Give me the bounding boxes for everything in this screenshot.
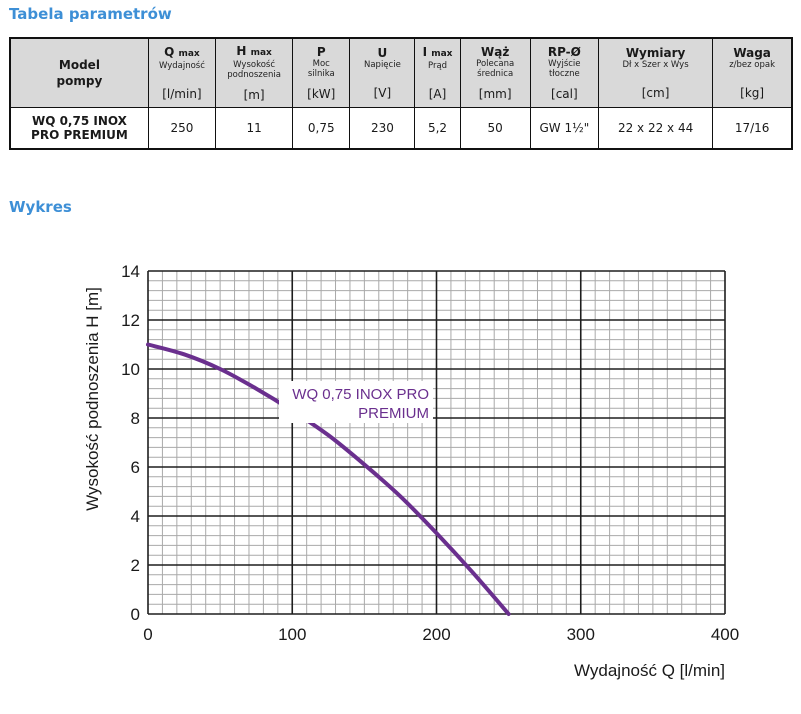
header-col-desc: podnoszenia (227, 70, 281, 80)
header-col-unit: [kg] (740, 86, 765, 100)
y-axis-label: Wysokość podnoszenia H [m] (83, 287, 102, 511)
header-col-0: Q max Wydajność [l/min] (147, 37, 217, 108)
table-cell: 11 (214, 107, 294, 150)
header-col-unit: [l/min] (162, 87, 202, 101)
header-col-3: U Napięcie [V] (349, 37, 416, 108)
x-tick-label: 200 (422, 625, 450, 644)
x-tick-label: 400 (711, 625, 739, 644)
table-cell: 5,2 (414, 107, 461, 150)
header-col-desc: Napięcie (363, 60, 401, 70)
major-grid (147, 270, 726, 615)
x-axis-label: Wydajność Q [l/min] (574, 661, 725, 680)
table-cell: 22 x 22 x 44 (597, 107, 714, 150)
header-col-title: Wymiary (625, 46, 686, 60)
header-col-unit: [cm] (641, 86, 670, 100)
header-col-unit: [m] (243, 88, 265, 102)
x-tick-label: 0 (143, 625, 152, 644)
header-col-desc: średnica (477, 69, 514, 79)
params-section-title: Tabela parametrów (9, 5, 172, 23)
header-col-desc: Prąd (428, 61, 448, 71)
series-label-bg (279, 381, 433, 423)
pump-curve-chart: 0 100 200 300 400 0 2 4 6 8 10 12 14 WQ 0,75 INOX P… (83, 262, 739, 680)
header-col-desc: Wydajność (158, 61, 205, 71)
x-tick-labels: 0 100 200 300 400 (143, 625, 739, 644)
y-tick-label: 14 (121, 262, 140, 281)
y-tick-label: 2 (131, 556, 140, 575)
header-col-6: RP-Ø Wyjście tłoczne [cal] (529, 37, 599, 108)
header-col-desc: Wysokość (233, 60, 276, 70)
header-col-title: P (316, 45, 326, 59)
table-cell: 250 (147, 107, 217, 150)
header-col-5: Wąż Polecana średnica [mm] (459, 37, 531, 108)
y-tick-label: 6 (131, 458, 140, 477)
header-model-line1: Model (58, 58, 100, 72)
header-col-1: H max Wysokość podnoszenia [m] (214, 37, 294, 108)
y-tick-labels: 0 2 4 6 8 10 12 14 (121, 262, 140, 624)
header-col-title: U (377, 46, 388, 60)
header-col-unit: [kW] (307, 87, 336, 101)
row-model: WQ 0,75 INOX PRO PREMIUM (9, 107, 149, 150)
table-row: WQ 0,75 INOX PRO PREMIUM 250 11 0,75 230 5,2… (9, 107, 793, 150)
header-col-2: P Moc silnika [kW] (292, 37, 351, 108)
series-line-wq-075 (146, 342, 511, 616)
header-col-title: Waga (733, 46, 771, 60)
header-col-desc: Polecana (476, 59, 515, 69)
header-col-title: RP-Ø (547, 45, 581, 59)
header-col-unit: [mm] (478, 87, 512, 101)
header-col-unit: [cal] (551, 87, 578, 101)
header-col-desc: Moc (312, 59, 330, 69)
header-model: Model pompy (9, 37, 149, 108)
x-tick-label: 300 (567, 625, 595, 644)
row-model-line1: WQ 0,75 INOX (31, 114, 127, 128)
header-col-title: Wąż (481, 45, 510, 59)
table-cell: 17/16 (712, 107, 793, 150)
header-col-unit: [A] (428, 87, 447, 101)
header-col-8: Waga z/bez opak [kg] (712, 37, 793, 108)
table-header-row: Model pompy Q max Wydajność [l/min] H max Wy… (9, 37, 793, 108)
header-col-unit: [V] (373, 86, 392, 100)
header-col-4: I max Prąd [A] (414, 37, 461, 108)
header-col-desc: silnika (307, 69, 335, 79)
x-tick-label: 100 (278, 625, 306, 644)
header-col-desc: z/bez opak (729, 60, 776, 70)
series-label: WQ 0,75 INOX PRO PREMIUM (279, 381, 433, 423)
series-label-line1: WQ 0,75 INOX PRO (292, 386, 429, 403)
header-col-desc: Dł x Szer x Wys (622, 60, 689, 70)
y-tick-label: 12 (121, 311, 140, 330)
header-col-7: Wymiary Dł x Szer x Wys [cm] (597, 37, 714, 108)
table-cell: 230 (349, 107, 416, 150)
y-tick-label: 8 (131, 409, 140, 428)
y-tick-label: 4 (131, 507, 140, 526)
chart-section-title: Wykres (9, 198, 72, 216)
table-cell: 0,75 (292, 107, 351, 150)
header-col-desc: Wyjście (548, 59, 581, 69)
header-col-desc: tłoczne (549, 69, 580, 79)
series-label-line2: PREMIUM (358, 405, 429, 422)
parameters-table: Model pompy Q max Wydajność [l/min] H max Wy… (9, 37, 793, 150)
y-tick-label: 0 (131, 605, 140, 624)
header-col-title: I max (422, 45, 453, 59)
table-cell: 50 (459, 107, 531, 150)
y-tick-label: 10 (121, 360, 140, 379)
header-col-title: Q max (164, 45, 200, 59)
row-model-line2: PRO PREMIUM (31, 128, 128, 142)
header-col-title: H max (236, 44, 272, 58)
header-model-line2: pompy (56, 74, 103, 88)
table-cell: GW 1½" (529, 107, 599, 150)
